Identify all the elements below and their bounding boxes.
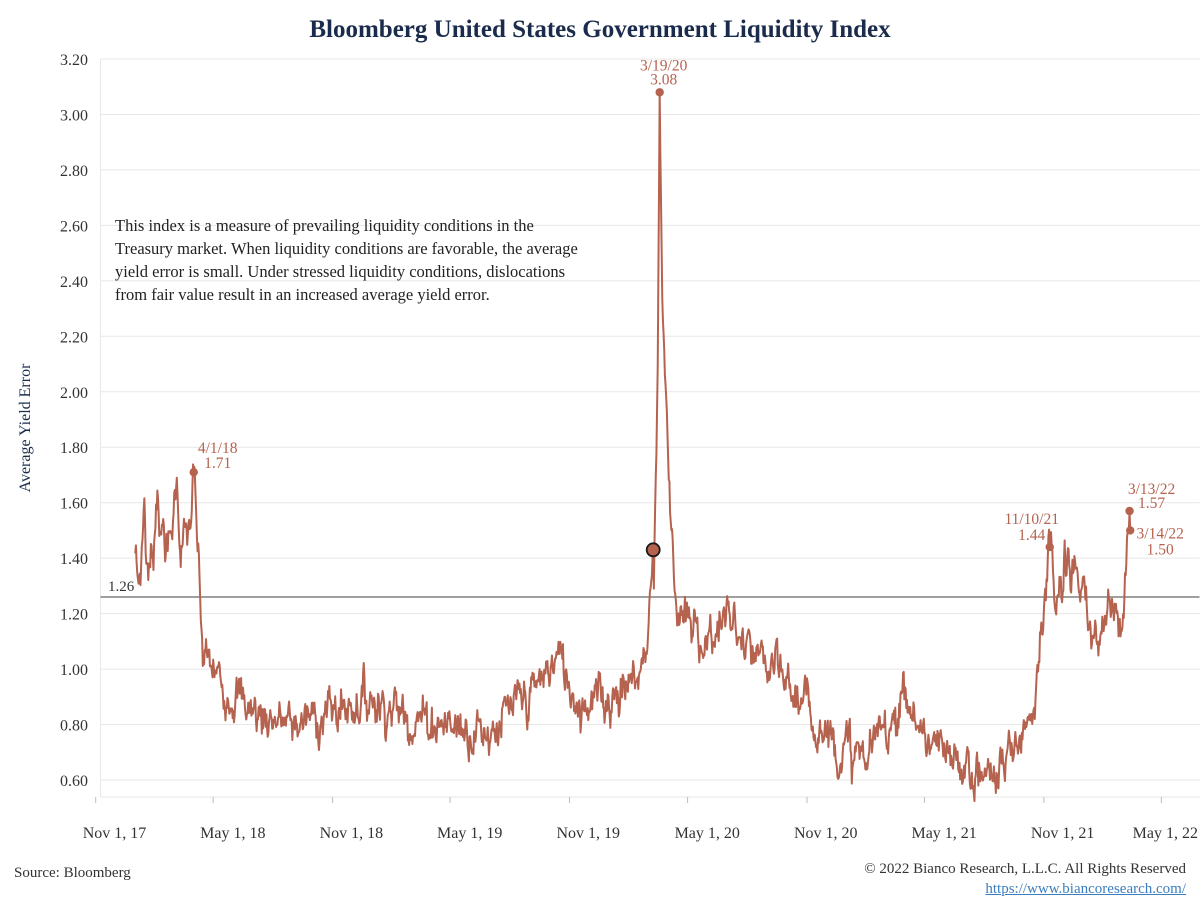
svg-text:May 1, 21: May 1, 21 [911, 825, 976, 842]
svg-text:0.80: 0.80 [60, 718, 88, 735]
svg-text:1.20: 1.20 [60, 607, 88, 624]
svg-text:from fair value result in an i: from fair value result in an increased a… [115, 285, 490, 304]
svg-text:1.71: 1.71 [204, 455, 231, 472]
svg-text:Average Yield Error: Average Yield Error [17, 363, 34, 493]
svg-text:1.26: 1.26 [108, 579, 135, 595]
svg-text:May 1, 20: May 1, 20 [675, 825, 740, 842]
svg-text:Nov 1, 17: Nov 1, 17 [83, 825, 147, 842]
svg-text:1.57: 1.57 [1138, 495, 1165, 512]
svg-text:1.80: 1.80 [60, 440, 88, 457]
svg-text:yield error is small. Under st: yield error is small. Under stressed liq… [115, 262, 565, 281]
svg-text:1.60: 1.60 [60, 496, 88, 513]
svg-text:2.40: 2.40 [60, 274, 88, 291]
svg-text:2.00: 2.00 [60, 385, 88, 402]
svg-text:Treasury market. When liquidit: Treasury market. When liquidity conditio… [115, 239, 578, 258]
svg-text:May 1, 22: May 1, 22 [1133, 825, 1198, 842]
svg-text:May 1, 19: May 1, 19 [437, 825, 502, 842]
svg-text:This index is a measure of pre: This index is a measure of prevailing li… [115, 216, 534, 235]
svg-text:2.80: 2.80 [60, 163, 88, 180]
svg-text:1.50: 1.50 [1147, 541, 1174, 558]
svg-text:2.60: 2.60 [60, 218, 88, 235]
svg-text:Nov 1, 18: Nov 1, 18 [320, 825, 384, 842]
svg-text:3/14/22: 3/14/22 [1137, 525, 1184, 542]
svg-text:Nov 1, 19: Nov 1, 19 [556, 825, 620, 842]
svg-text:1.44: 1.44 [1018, 527, 1045, 544]
svg-text:3.00: 3.00 [60, 107, 88, 124]
svg-text:11/10/21: 11/10/21 [1004, 511, 1059, 528]
svg-text:1.40: 1.40 [60, 551, 88, 568]
svg-text:1.00: 1.00 [60, 662, 88, 679]
svg-text:2.20: 2.20 [60, 329, 88, 346]
svg-text:3.08: 3.08 [650, 71, 677, 88]
svg-text:3.20: 3.20 [60, 52, 88, 69]
svg-text:Nov 1, 20: Nov 1, 20 [794, 825, 858, 842]
svg-text:0.60: 0.60 [60, 773, 88, 790]
svg-text:Nov 1, 21: Nov 1, 21 [1031, 825, 1095, 842]
svg-text:May 1, 18: May 1, 18 [200, 825, 265, 842]
